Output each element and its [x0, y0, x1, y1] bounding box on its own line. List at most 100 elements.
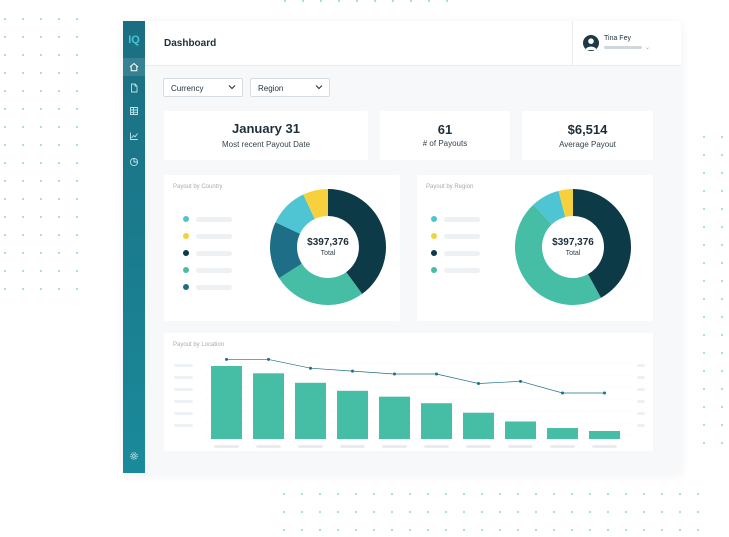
decorative-dot: [319, 529, 321, 531]
decorative-dot: [427, 529, 429, 531]
decorative-dot: [703, 424, 705, 426]
trend-point[interactable]: [435, 372, 438, 376]
bar[interactable]: [547, 428, 578, 439]
decorative-dot: [703, 316, 705, 318]
y-tick-placeholder: [174, 388, 193, 391]
decorative-dot: [445, 493, 447, 495]
decorative-dot: [4, 234, 6, 236]
decorative-dot: [22, 216, 24, 218]
decorative-dot: [571, 511, 573, 513]
user-name[interactable]: Tina Fey: [604, 35, 631, 42]
payout-by-location-card: Payout by Location: [164, 333, 653, 451]
sidebar: IQ: [123, 21, 145, 473]
bar[interactable]: [589, 430, 620, 439]
donut-slice[interactable]: [328, 189, 386, 294]
sidebar-item-table[interactable]: [123, 102, 145, 120]
decorative-dot: [301, 493, 303, 495]
decorative-dot: [22, 36, 24, 38]
decorative-dot: [625, 493, 627, 495]
sidebar-item-documents[interactable]: [123, 79, 145, 97]
bar[interactable]: [379, 396, 410, 439]
y-tick-placeholder: [174, 424, 193, 427]
trend-point[interactable]: [309, 366, 312, 370]
decorative-dot: [40, 216, 42, 218]
decorative-dot: [76, 144, 78, 146]
decorative-dot: [703, 352, 705, 354]
sidebar-item-analytics[interactable]: [123, 127, 145, 145]
decorative-dot: [553, 511, 555, 513]
decorative-dot: [4, 180, 6, 182]
sidebar-item-home[interactable]: [123, 58, 145, 76]
legend-label-placeholder: [196, 233, 232, 239]
bar[interactable]: [421, 403, 452, 439]
donut-slice[interactable]: [558, 189, 573, 217]
region-select[interactable]: Region: [250, 78, 330, 97]
trend-point[interactable]: [519, 379, 522, 383]
decorative-dot: [22, 234, 24, 236]
decorative-dot: [22, 162, 24, 164]
decorative-dot: [721, 370, 723, 372]
donut-slice[interactable]: [279, 263, 363, 305]
decorative-dot: [499, 493, 501, 495]
currency-select[interactable]: Currency: [163, 78, 243, 97]
bar[interactable]: [505, 421, 536, 439]
donut-slice[interactable]: [533, 190, 566, 225]
chevron-down-icon: [315, 85, 323, 90]
avatar[interactable]: [583, 35, 599, 51]
decorative-dot: [40, 108, 42, 110]
legend-dot: [431, 267, 437, 273]
decorative-dot: [76, 108, 78, 110]
decorative-dot: [355, 511, 357, 513]
trend-point[interactable]: [603, 391, 606, 395]
bar[interactable]: [463, 412, 494, 439]
trend-point[interactable]: [225, 357, 228, 361]
decorative-dot: [319, 511, 321, 513]
decorative-dot: [721, 154, 723, 156]
pie-icon: [129, 157, 139, 167]
donut-slice[interactable]: [270, 222, 302, 279]
legend-label-placeholder: [196, 267, 232, 273]
bar[interactable]: [211, 366, 242, 439]
trend-point[interactable]: [351, 369, 354, 373]
bar[interactable]: [253, 373, 284, 439]
donut-total-value: $397,376: [552, 237, 594, 248]
table-icon: [130, 107, 138, 115]
y2-tick-placeholder: [637, 388, 645, 391]
decorative-dot: [283, 529, 285, 531]
decorative-dot: [4, 162, 6, 164]
donut-slice[interactable]: [573, 189, 631, 298]
y2-tick-placeholder: [637, 424, 645, 427]
decorative-dot: [58, 162, 60, 164]
trend-point[interactable]: [393, 372, 396, 376]
decorative-dot: [22, 144, 24, 146]
user-menu-chevron-icon[interactable]: ⌄: [645, 45, 651, 51]
donut-slice[interactable]: [515, 204, 601, 305]
decorative-dot: [481, 493, 483, 495]
y2-tick-placeholder: [637, 364, 645, 367]
sidebar-item-reports[interactable]: [123, 153, 145, 171]
trend-point[interactable]: [561, 391, 564, 395]
decorative-dot: [22, 54, 24, 56]
donut-slice[interactable]: [275, 194, 315, 234]
decorative-dot: [721, 208, 723, 210]
decorative-dot: [301, 511, 303, 513]
trend-point[interactable]: [477, 382, 480, 386]
legend-label-placeholder: [444, 250, 480, 256]
bar[interactable]: [295, 382, 326, 439]
decorative-dot: [76, 36, 78, 38]
settings-button[interactable]: [123, 447, 145, 465]
legend-label-placeholder: [196, 250, 232, 256]
home-icon: [129, 62, 139, 72]
bar[interactable]: [337, 390, 368, 439]
decorative-dot: [703, 406, 705, 408]
decorative-dot: [607, 529, 609, 531]
donut-slice[interactable]: [303, 189, 328, 219]
decorative-dot: [589, 529, 591, 531]
decorative-dot: [4, 108, 6, 110]
kpi-label: # of Payouts: [422, 139, 468, 148]
decorative-dot: [721, 334, 723, 336]
decorative-dot: [703, 262, 705, 264]
trend-point[interactable]: [267, 357, 270, 361]
decorative-dot: [427, 511, 429, 513]
decorative-dot: [721, 424, 723, 426]
